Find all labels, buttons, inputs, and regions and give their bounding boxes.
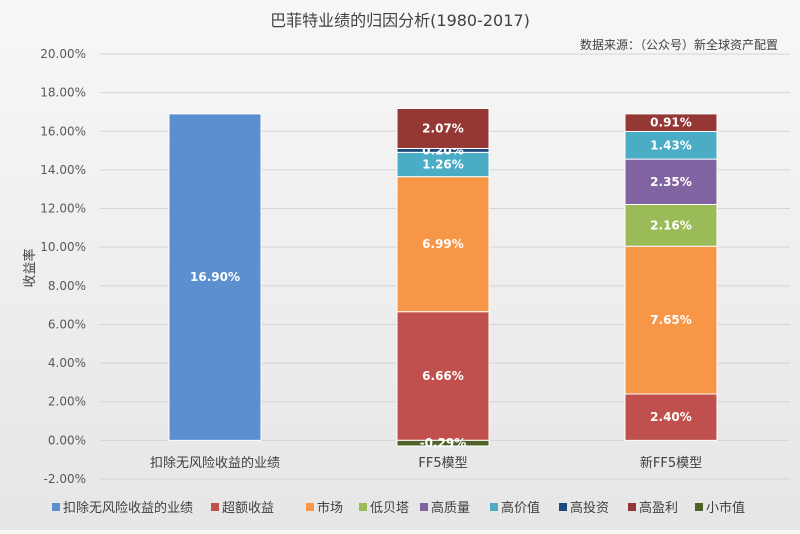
bar-segment [624, 393, 718, 441]
legend-swatch [628, 503, 636, 511]
legend-swatch [52, 503, 60, 511]
data-label: 6.66% [422, 369, 464, 383]
bar-segment [396, 439, 490, 447]
bar-segment [396, 107, 490, 149]
chart-subtitle: 数据来源：（公众号）新全球资产配置 [580, 37, 778, 52]
x-category-label: 扣除无风险收益的业绩 [150, 455, 280, 471]
data-label: 2.07% [422, 121, 464, 135]
legend-swatch [211, 503, 219, 511]
y-tick-label: 4.00% [48, 356, 86, 370]
y-axis-ticks: -2.00% 0.00% 2.00% 4.00% 6.00% 8.00% 10.00% 12.… [40, 47, 86, 486]
y-tick-label: -2.00% [44, 472, 86, 486]
data-label: 1.26% [422, 158, 464, 172]
data-label: 2.35% [650, 175, 692, 189]
y-tick-label: 18.00% [40, 86, 86, 100]
bar-segment [396, 311, 490, 441]
bar-segment [624, 158, 718, 205]
bar-segment [624, 130, 718, 160]
legend[interactable]: 扣除无风险收益的业绩 超额收益 市场 低贝塔 高质量 高价值 高投资 高盈利 小市值 [52, 500, 745, 516]
bar-segment [624, 203, 718, 247]
legend-swatch [490, 503, 498, 511]
chart-title: 巴菲特业绩的归因分析(1980-2017) [270, 11, 530, 30]
legend-item[interactable]: 高价值 [501, 500, 540, 516]
legend-swatch [359, 503, 367, 511]
bar-segment [624, 113, 718, 132]
legend-item[interactable]: 高质量 [431, 500, 470, 516]
x-category-label: FF5模型 [418, 456, 467, 471]
y-axis-label: 收益率 [22, 248, 38, 287]
data-label: 7.65% [650, 313, 692, 327]
y-tick-label: 14.00% [40, 163, 86, 177]
legend-swatch [559, 503, 567, 511]
legend-item[interactable]: 高投资 [570, 500, 609, 516]
y-tick-label: 12.00% [40, 202, 86, 216]
y-tick-label: 10.00% [40, 240, 86, 254]
legend-item[interactable]: 市场 [317, 500, 343, 516]
y-tick-label: 16.00% [40, 124, 86, 138]
bars-layer: 16.90%6.66%6.99%1.26%0.20%2.07%-0.29%2.4… [168, 107, 718, 450]
legend-item[interactable]: 超额收益 [222, 501, 274, 516]
data-label: -0.29% [420, 436, 467, 450]
data-label: 2.40% [650, 410, 692, 424]
x-category-label: 新FF5模型 [640, 455, 702, 471]
data-label: 2.16% [650, 218, 692, 232]
y-tick-label: 0.00% [48, 433, 86, 447]
legend-item[interactable]: 低贝塔 [370, 501, 409, 516]
data-label: 16.90% [190, 270, 240, 284]
y-tick-label: 8.00% [48, 279, 86, 293]
bar-segment [168, 113, 262, 441]
legend-swatch [306, 503, 314, 511]
data-label: 6.99% [422, 237, 464, 251]
legend-item[interactable]: 小市值 [706, 500, 745, 516]
data-label: 1.43% [650, 138, 692, 152]
data-label: 0.91% [650, 116, 692, 130]
y-tick-label: 2.00% [48, 395, 86, 409]
legend-item[interactable]: 扣除无风险收益的业绩 [63, 500, 193, 516]
x-axis-categories: 扣除无风险收益的业绩 FF5模型 新FF5模型 [150, 455, 702, 471]
legend-item[interactable]: 高盈利 [639, 500, 678, 516]
y-tick-label: 20.00% [40, 47, 86, 61]
y-tick-label: 6.00% [48, 317, 86, 331]
legend-swatch [420, 503, 428, 511]
legend-swatch [695, 503, 703, 511]
